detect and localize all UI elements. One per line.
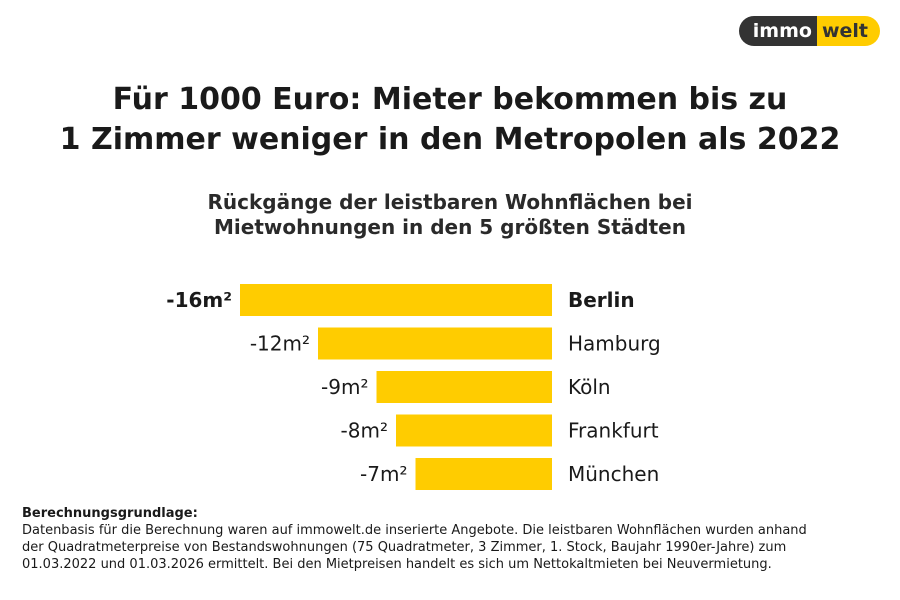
bar-hamburg: [318, 327, 552, 360]
value-label: -8m²: [341, 419, 388, 443]
category-label: Hamburg: [568, 332, 661, 356]
footnote-line-3: 01.03.2022 und 01.03.2026 ermittelt. Bei…: [22, 557, 772, 572]
footnote-line-1: Datenbasis für die Berechnung waren auf …: [22, 523, 807, 538]
subtitle-line-2: Mietwohnungen in den 5 größten Städten: [214, 215, 686, 239]
category-label: Frankfurt: [568, 419, 659, 443]
chart-subtitle: Rückgänge der leistbaren Wohnflächen bei…: [0, 190, 900, 240]
footnote-title: Berechnungsgrundlage:: [22, 506, 198, 521]
bar-berlin: [240, 284, 552, 316]
value-label: -16m²: [166, 288, 232, 312]
value-label: -9m²: [321, 375, 368, 399]
immowelt-logo: immo welt: [738, 16, 880, 46]
category-label: Köln: [568, 375, 611, 399]
logo-part-immo: immo: [738, 16, 817, 46]
bar-chart: -16m² Berlin -12m² Hamburg -9m² Köln -8m² Frank…: [166, 284, 661, 490]
footnote-line-2: der Quadratmeterpreise von Bestandswohnu…: [22, 540, 787, 555]
bar-m-nchen: [415, 458, 552, 490]
headline-line-2: 1 Zimmer weniger in den Metropolen als 2…: [59, 122, 841, 157]
value-label: -12m²: [250, 332, 310, 356]
footnote: Berechnungsgrundlage: Datenbasis für die…: [22, 505, 882, 573]
bar-frankfurt: [396, 414, 552, 447]
bar-k-ln: [376, 371, 552, 403]
category-label: Berlin: [568, 288, 635, 312]
subtitle-line-1: Rückgänge der leistbaren Wohnflächen bei: [207, 190, 693, 214]
value-label: -7m²: [360, 462, 407, 486]
headline-line-1: Für 1000 Euro: Mieter bekommen bis zu: [112, 82, 788, 117]
logo-part-welt: welt: [816, 16, 880, 46]
category-label: München: [568, 462, 659, 486]
headline: Für 1000 Euro: Mieter bekommen bis zu 1 …: [0, 80, 900, 160]
